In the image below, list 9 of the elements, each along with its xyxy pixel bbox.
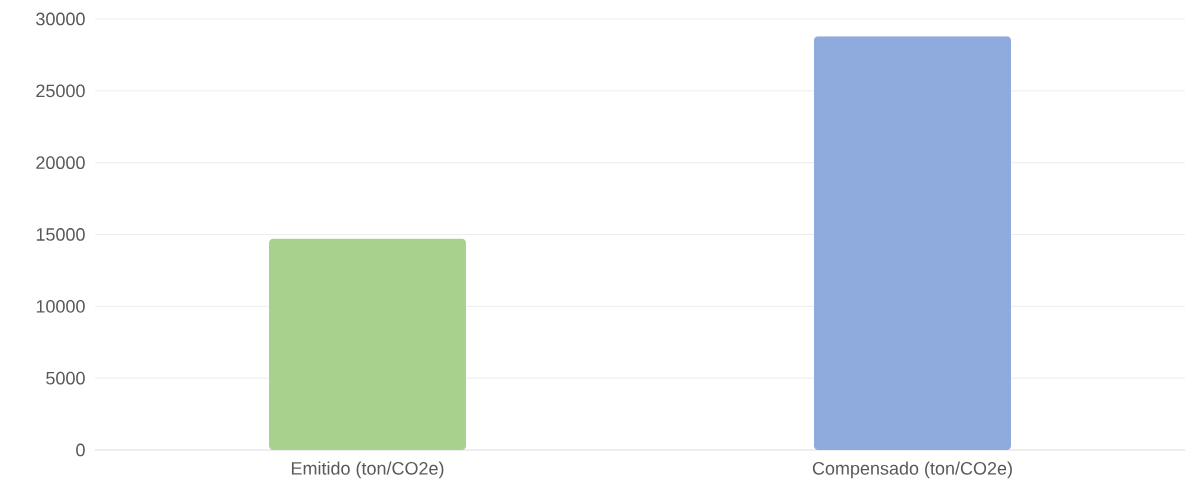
y-tick-label: 20000: [36, 156, 85, 170]
y-tick-label: 5000: [46, 371, 85, 385]
y-tick-label: 30000: [36, 12, 85, 26]
y-tick-label: 15000: [36, 228, 85, 241]
y-tick-label: 25000: [36, 84, 85, 98]
y-tick-label: 0: [76, 443, 85, 457]
x-tick-label: Compensado (ton/CO2e): [812, 461, 1012, 479]
x-tick-label: Emitido (ton/CO2e): [291, 461, 444, 479]
y-tick-label: 10000: [36, 299, 85, 313]
